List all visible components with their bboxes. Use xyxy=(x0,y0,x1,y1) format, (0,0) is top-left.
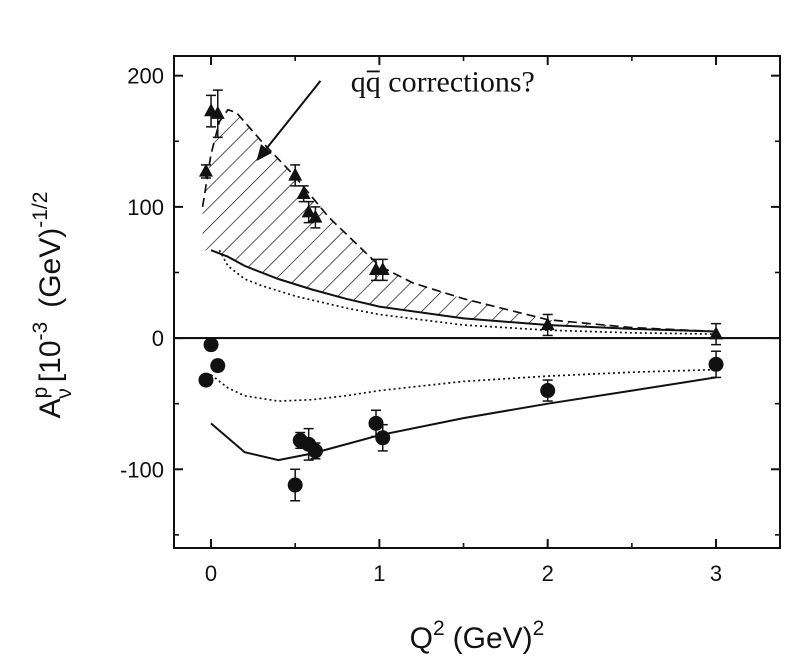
annotation: qq corrections? xyxy=(256,65,535,161)
triangle-point xyxy=(296,185,311,199)
x-axis-title-exp: 2 xyxy=(433,617,445,640)
points-layer xyxy=(198,89,724,502)
y-axis-title: Apν [10-3 (GeV)-1/2 xyxy=(29,192,76,419)
plot-frame xyxy=(173,55,781,549)
y-tick-label: 100 xyxy=(127,195,164,220)
x-tick-label: 0 xyxy=(205,561,217,586)
circle-point xyxy=(375,430,391,446)
hatched-band-layer xyxy=(202,109,717,332)
triangle-point xyxy=(375,262,390,276)
curve-solid-upper xyxy=(210,249,717,333)
circle-point xyxy=(198,372,214,388)
annotation-prefix: q xyxy=(351,65,366,98)
y-axis-title-sup: p xyxy=(29,387,52,399)
x-tick-label: 1 xyxy=(373,561,385,586)
curve-solid-lower xyxy=(210,376,717,462)
y-axis-title-sub: ν xyxy=(53,388,76,399)
y-axis-title-unit-exp: -1/2 xyxy=(29,192,52,228)
annotation-text: qq corrections? xyxy=(351,65,535,98)
annotation-suffix: corrections? xyxy=(381,65,535,98)
y-axis-title-unit: (GeV) xyxy=(34,228,67,308)
triangle-point xyxy=(308,209,323,223)
triangle-point xyxy=(198,163,213,177)
x-tick-label: 2 xyxy=(542,561,554,586)
curves-layer xyxy=(201,108,717,462)
circle-point xyxy=(540,383,556,399)
ticks-layer: 0 1 2 3 -100 0 100 200 xyxy=(120,56,780,586)
curve-dotted-lower xyxy=(210,368,717,402)
curve-dotted-upper xyxy=(218,249,717,335)
x-axis-title-unit-exp: 2 xyxy=(533,617,545,640)
y-axis-title-rest: [10 xyxy=(34,340,67,382)
x-axis-title-main: Q xyxy=(410,622,433,655)
hatched-band xyxy=(202,109,717,332)
circle-point xyxy=(368,415,384,431)
circle-point xyxy=(210,358,226,374)
y-tick-label: 200 xyxy=(127,64,164,89)
annotation-bar-letter: q xyxy=(366,65,381,98)
y-axis-title-exp: -3 xyxy=(29,322,52,341)
x-axis-title-unit: (GeV) xyxy=(453,622,533,655)
triangle-point xyxy=(210,105,225,119)
y-tick-label: 0 xyxy=(152,326,164,351)
x-axis-title: Q2 (GeV)2 xyxy=(410,617,545,655)
triangle-point xyxy=(288,167,303,181)
triangle-point xyxy=(709,326,724,340)
y-tick-label: -100 xyxy=(120,457,164,482)
y-axis-title-main: A xyxy=(34,398,67,418)
annotation-arrowhead xyxy=(256,144,272,161)
annotation-arrow xyxy=(265,80,322,150)
circle-point xyxy=(708,356,724,372)
curve-dashed-upper xyxy=(201,108,717,333)
x-tick-label: 3 xyxy=(710,561,722,586)
triangle-point xyxy=(301,204,316,218)
circle-point xyxy=(203,337,219,353)
circle-point xyxy=(307,443,323,459)
triangle-point xyxy=(540,317,555,331)
circle-point xyxy=(287,477,303,493)
